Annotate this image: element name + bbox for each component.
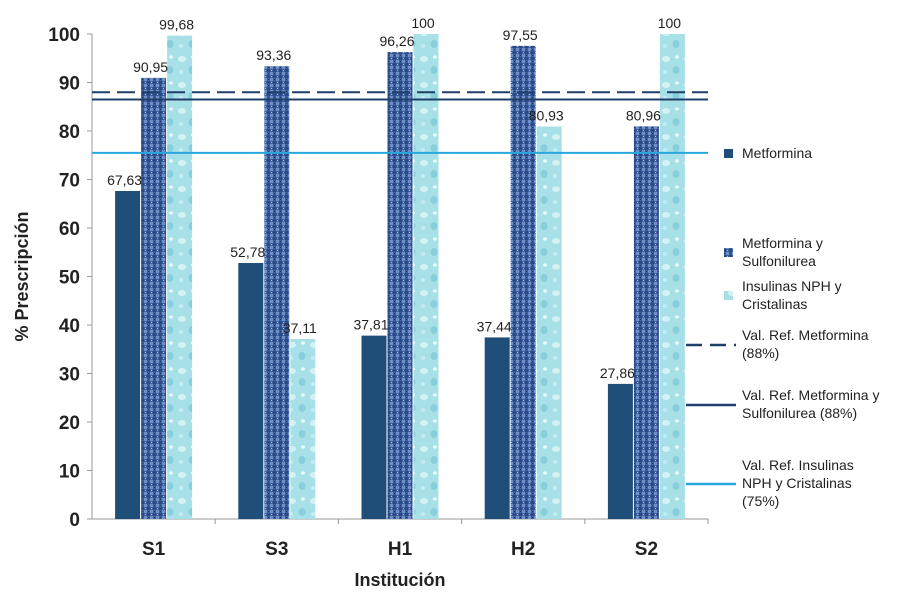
legend-label: Insulinas NPH y Cristalinas (742, 278, 842, 312)
bar-insulinas (167, 35, 193, 519)
bar-metformina-sulfonilurea (141, 77, 167, 519)
y-tick-label: 30 (59, 365, 80, 386)
bar-metformina-sulfonilurea (387, 52, 413, 519)
bar-insulinas (413, 34, 439, 519)
x-category-label: S3 (265, 539, 288, 560)
bar-data-label: 52,78 (230, 244, 265, 260)
bar-data-label: 80,93 (529, 107, 564, 123)
bar-metformina (238, 263, 264, 519)
legend-label: Val. Ref. Insulinas NPH y Cristalinas (75%… (742, 457, 854, 509)
bar-metformina-sulfonilurea (633, 126, 659, 520)
bar-metformina-sulfonilurea (264, 66, 290, 519)
y-tick-label: 0 (69, 510, 80, 531)
bar-data-label: 67,63 (107, 172, 142, 188)
legend-label: Val. Ref. Metformina y Sulfonilurea (88%) (742, 387, 879, 421)
x-category-label: S1 (142, 539, 166, 560)
bar-metformina-sulfonilurea (510, 45, 536, 519)
legend-label: Metformina y Sulfonilurea (742, 235, 823, 269)
x-category-label: S2 (635, 539, 658, 560)
y-tick-label: 50 (59, 268, 80, 289)
bar-insulinas (536, 126, 562, 519)
y-axis-title: % Prescripción (12, 211, 32, 341)
bar-data-label: 37,81 (353, 317, 388, 333)
y-tick-label: 40 (59, 316, 80, 337)
x-category-label: H2 (511, 539, 535, 560)
y-tick-label: 70 (59, 171, 80, 192)
y-tick-label: 90 (59, 74, 80, 95)
bar-data-label: 93,36 (256, 47, 291, 63)
legend-label: Metformina (742, 145, 812, 161)
bar-data-label: 90,95 (133, 59, 168, 75)
legend-swatch (724, 291, 733, 300)
bar-data-label: 100 (411, 15, 435, 31)
bar-insulinas (290, 339, 316, 519)
y-tick-label: 60 (59, 219, 80, 240)
bar-data-label: 99,68 (159, 17, 194, 33)
bar-data-label: 37,11 (283, 320, 317, 336)
y-tick-label: 80 (59, 122, 80, 143)
legend-label: Val. Ref. Metformina (88%) (742, 327, 869, 361)
bar-data-label: 100 (658, 15, 682, 31)
bar-metformina (484, 337, 510, 519)
y-tick-label: 10 (59, 462, 80, 483)
legend-swatch (724, 248, 733, 257)
bar-data-label: 37,44 (477, 318, 512, 334)
y-tick-label: 100 (48, 25, 80, 46)
x-category-label: H1 (388, 539, 413, 560)
x-axis-title: Institución (355, 570, 446, 590)
bar-data-label: 27,86 (600, 365, 635, 381)
bar-data-label: 97,55 (503, 27, 538, 43)
y-tick-label: 20 (59, 413, 80, 434)
bar-metformina (361, 335, 387, 519)
bar-insulinas (659, 34, 685, 519)
legend-swatch (724, 149, 733, 158)
bar-data-label: 80,96 (626, 107, 661, 123)
bar-metformina (115, 190, 141, 519)
bar-metformina (607, 383, 633, 519)
bar-data-label: 96,26 (379, 33, 414, 49)
